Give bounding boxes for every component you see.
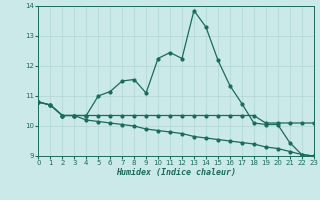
X-axis label: Humidex (Indice chaleur): Humidex (Indice chaleur) <box>116 168 236 177</box>
